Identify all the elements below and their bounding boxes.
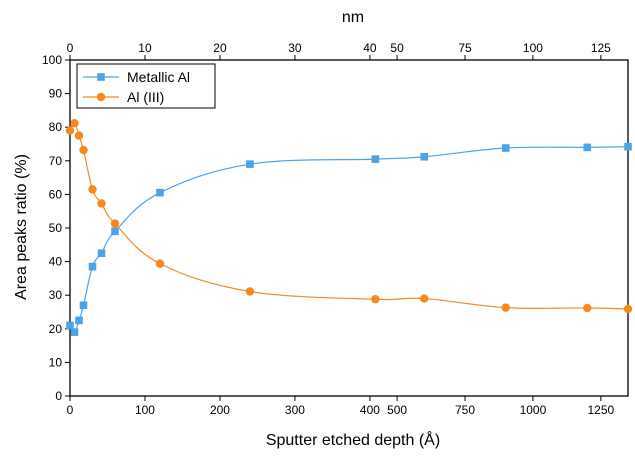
x-tick-label: 100 bbox=[135, 403, 155, 417]
data-point-metallic-al bbox=[246, 160, 254, 168]
data-point-metallic-al bbox=[156, 188, 164, 197]
y-axis-title: Area peaks ratio (%) bbox=[13, 154, 30, 300]
top-tick-label: 125 bbox=[591, 41, 611, 55]
legend-marker-al-iii bbox=[96, 92, 106, 102]
data-point-al-iii bbox=[79, 145, 88, 155]
data-point-metallic-al bbox=[70, 328, 79, 336]
legend-label-metallic-al: Metallic Al bbox=[127, 69, 190, 85]
data-point-al-iii bbox=[371, 295, 380, 304]
y-tick-label: 10 bbox=[49, 355, 63, 369]
y-tick-label: 70 bbox=[49, 154, 63, 168]
top-tick-label: 40 bbox=[363, 41, 377, 55]
data-point-metallic-al bbox=[75, 316, 83, 325]
x-tick-label: 0 bbox=[67, 403, 74, 417]
series-layer bbox=[65, 118, 633, 336]
data-point-al-iii bbox=[74, 131, 84, 140]
x-tick-label: 750 bbox=[455, 403, 475, 417]
y-tick-label: 100 bbox=[42, 53, 62, 67]
y-tick-label: 50 bbox=[49, 221, 63, 235]
legend-marker-metallic-al bbox=[97, 73, 105, 81]
x-tick-label: 400 bbox=[360, 403, 380, 417]
data-point-al-iii bbox=[245, 287, 255, 296]
x-tick-label: 200 bbox=[210, 403, 230, 417]
top-tick-label: 20 bbox=[213, 41, 227, 55]
top-tick-label: 0 bbox=[67, 41, 74, 55]
x-tick-label: 1000 bbox=[520, 403, 547, 417]
data-point-al-iii bbox=[501, 303, 510, 312]
x-tick-label: 500 bbox=[387, 403, 407, 417]
data-point-metallic-al bbox=[111, 227, 119, 236]
data-point-metallic-al bbox=[79, 301, 88, 310]
legend-label-al-iii: Al (III) bbox=[127, 89, 164, 105]
data-point-metallic-al bbox=[97, 249, 106, 257]
data-point-al-iii bbox=[583, 303, 592, 313]
data-point-al-iii bbox=[70, 118, 79, 128]
y-tick-label: 20 bbox=[49, 322, 63, 336]
top-tick-label: 50 bbox=[390, 41, 404, 55]
top-tick-label: 10 bbox=[138, 41, 152, 55]
top-tick-label: 30 bbox=[288, 41, 302, 55]
y-tick-label: 30 bbox=[49, 288, 63, 302]
data-point-metallic-al bbox=[371, 155, 380, 163]
y-tick-label: 0 bbox=[55, 389, 62, 403]
x-tick-label: 1250 bbox=[587, 403, 614, 417]
top-axis-title: nm bbox=[342, 9, 364, 26]
x-axis-title: Sputter etched depth (Å) bbox=[266, 430, 440, 449]
data-point-al-iii bbox=[155, 259, 165, 268]
series-line-al-iii bbox=[69, 122, 629, 310]
data-point-al-iii bbox=[623, 304, 633, 314]
series-line-metallic-al bbox=[69, 146, 629, 333]
data-point-al-iii bbox=[110, 219, 120, 228]
data-point-al-iii bbox=[97, 199, 106, 208]
data-point-metallic-al bbox=[501, 144, 510, 152]
data-point-metallic-al bbox=[420, 152, 429, 161]
data-point-al-iii bbox=[420, 294, 429, 303]
y-tick-label: 40 bbox=[49, 255, 63, 269]
top-tick-label: 75 bbox=[458, 41, 472, 55]
data-point-metallic-al bbox=[88, 262, 97, 271]
data-point-al-iii bbox=[65, 126, 75, 135]
plot-frame bbox=[69, 59, 629, 397]
data-point-metallic-al bbox=[66, 321, 74, 330]
data-point-al-iii bbox=[88, 185, 97, 194]
y-tick-label: 60 bbox=[49, 187, 63, 201]
y-tick-label: 80 bbox=[49, 120, 63, 134]
data-point-metallic-al bbox=[624, 142, 632, 151]
data-point-metallic-al bbox=[583, 143, 592, 152]
top-tick-label: 100 bbox=[523, 41, 543, 55]
legend: Metallic Al Al (III) bbox=[76, 63, 216, 109]
y-tick-label: 90 bbox=[49, 87, 63, 101]
x-tick-label: 300 bbox=[285, 403, 305, 417]
